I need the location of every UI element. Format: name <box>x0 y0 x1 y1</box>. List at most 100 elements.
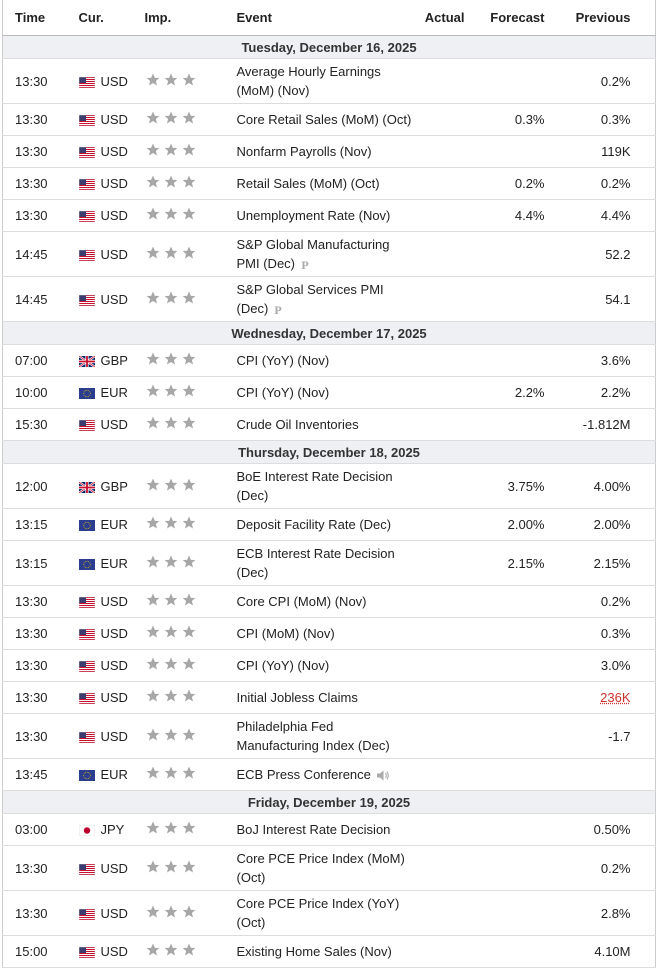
country-flag <box>79 420 95 431</box>
event-time: 14:45 <box>3 277 75 322</box>
importance <box>141 891 228 936</box>
date-heading: Thursday, December 18, 2025 <box>3 441 656 464</box>
currency: USD <box>101 658 128 673</box>
event-cell: S&P Global Manufacturing PMI (Dec) P <box>228 232 418 277</box>
currency: EUR <box>101 767 128 782</box>
event-name: Crude Oil Inventories <box>237 417 359 432</box>
currency: USD <box>101 690 128 705</box>
previous-value: 0.2% <box>601 74 631 89</box>
forecast-cell <box>473 714 553 759</box>
previous-value: 2.2% <box>601 385 631 400</box>
event-cell: ECB Interest Rate Decision (Dec) <box>228 541 418 586</box>
previous-value: 3.0% <box>601 658 631 673</box>
forecast-cell <box>473 650 553 682</box>
importance-stars <box>145 174 197 190</box>
previous-value: 236K <box>600 690 630 705</box>
forecast-cell <box>473 586 553 618</box>
forecast-cell <box>473 59 553 104</box>
previous-value: 54.1 <box>605 292 630 307</box>
previous-value: 0.2% <box>601 176 631 191</box>
event-name: BoJ Interest Rate Decision <box>237 822 391 837</box>
header-row: Time Cur. Imp. Event Actual Forecast Pre… <box>3 0 656 36</box>
previous-value: 119K <box>601 144 630 159</box>
previous-cell: 52.2 <box>553 232 639 277</box>
forecast-cell <box>473 136 553 168</box>
forecast-cell: 2.15% <box>473 541 553 586</box>
event-cell: Core PCE Price Index (MoM) (Oct) <box>228 846 418 891</box>
event-cell: BoE Interest Rate Decision (Dec) <box>228 464 418 509</box>
actual-cell <box>418 377 473 409</box>
forecast-value: 0.2% <box>515 176 545 191</box>
event-time: 13:30 <box>3 650 75 682</box>
event-row: 14:45 USD S&P Global Manufacturing PMI (De… <box>3 232 656 277</box>
currency-cell: USD <box>75 936 141 968</box>
importance-stars <box>145 110 197 126</box>
actual-cell <box>418 682 473 714</box>
event-name: ECB Interest Rate Decision (Dec) <box>237 546 395 580</box>
event-time: 03:00 <box>3 814 75 846</box>
row-spacer <box>639 891 656 936</box>
currency-cell: USD <box>75 59 141 104</box>
actual-cell <box>418 409 473 441</box>
event-cell: Core CPI (MoM) (Nov) <box>228 586 418 618</box>
event-name: S&P Global Manufacturing PMI (Dec) <box>237 237 390 271</box>
forecast-value: 4.4% <box>515 208 545 223</box>
currency: EUR <box>101 517 128 532</box>
event-time: 13:30 <box>3 682 75 714</box>
event-cell: S&P Global Services PMI (Dec) P <box>228 277 418 322</box>
forecast-value: 0.3% <box>515 112 545 127</box>
row-spacer <box>639 136 656 168</box>
currency: USD <box>101 594 128 609</box>
actual-cell <box>418 541 473 586</box>
event-row: 13:15 EUR ECB Interest Rate Decision (Dec)… <box>3 541 656 586</box>
forecast-cell <box>473 846 553 891</box>
importance <box>141 650 228 682</box>
forecast-cell <box>473 277 553 322</box>
event-cell: Unemployment Rate (Nov) <box>228 200 418 232</box>
previous-value: 2.8% <box>601 906 631 921</box>
currency-cell: USD <box>75 714 141 759</box>
event-row: 15:00 USD Existing Home Sales (Nov) 4.10M <box>3 936 656 968</box>
preliminary-icon: P <box>273 303 283 316</box>
forecast-cell <box>473 814 553 846</box>
actual-cell <box>418 586 473 618</box>
date-heading: Wednesday, December 17, 2025 <box>3 322 656 345</box>
event-name: BoE Interest Rate Decision (Dec) <box>237 469 393 503</box>
previous-cell: 54.1 <box>553 277 639 322</box>
event-name: CPI (YoY) (Nov) <box>237 353 330 368</box>
importance <box>141 377 228 409</box>
currency: USD <box>101 944 128 959</box>
importance <box>141 136 228 168</box>
actual-cell <box>418 277 473 322</box>
previous-cell: 2.2% <box>553 377 639 409</box>
previous-value: 3.6% <box>601 353 631 368</box>
previous-value: 0.2% <box>601 594 631 609</box>
date-heading: Friday, December 19, 2025 <box>3 791 656 814</box>
importance <box>141 277 228 322</box>
event-cell: Nonfarm Payrolls (Nov) <box>228 136 418 168</box>
event-name: Retail Sales (MoM) (Oct) <box>237 176 380 191</box>
importance-stars <box>145 765 197 781</box>
event-row: 13:30 USD Core Retail Sales (MoM) (Oct) 0.3… <box>3 104 656 136</box>
column-header: Forecast <box>473 0 553 36</box>
forecast-cell <box>473 682 553 714</box>
currency-cell: USD <box>75 650 141 682</box>
previous-cell: 2.8% <box>553 891 639 936</box>
event-cell: Average Hourly Earnings (MoM) (Nov) <box>228 59 418 104</box>
forecast-cell: 2.00% <box>473 509 553 541</box>
country-flag <box>79 211 95 222</box>
row-spacer <box>639 509 656 541</box>
importance <box>141 541 228 586</box>
event-time: 13:30 <box>3 59 75 104</box>
country-flag <box>79 770 95 781</box>
importance-stars <box>145 859 197 875</box>
country-flag <box>79 179 95 190</box>
currency: EUR <box>101 556 128 571</box>
importance-stars <box>145 820 197 836</box>
importance <box>141 936 228 968</box>
previous-cell: 4.00% <box>553 464 639 509</box>
event-name: CPI (YoY) (Nov) <box>237 385 330 400</box>
event-row: 13:30 USD CPI (MoM) (Nov) 0.3% <box>3 618 656 650</box>
event-time: 14:45 <box>3 232 75 277</box>
importance-stars <box>145 142 197 158</box>
